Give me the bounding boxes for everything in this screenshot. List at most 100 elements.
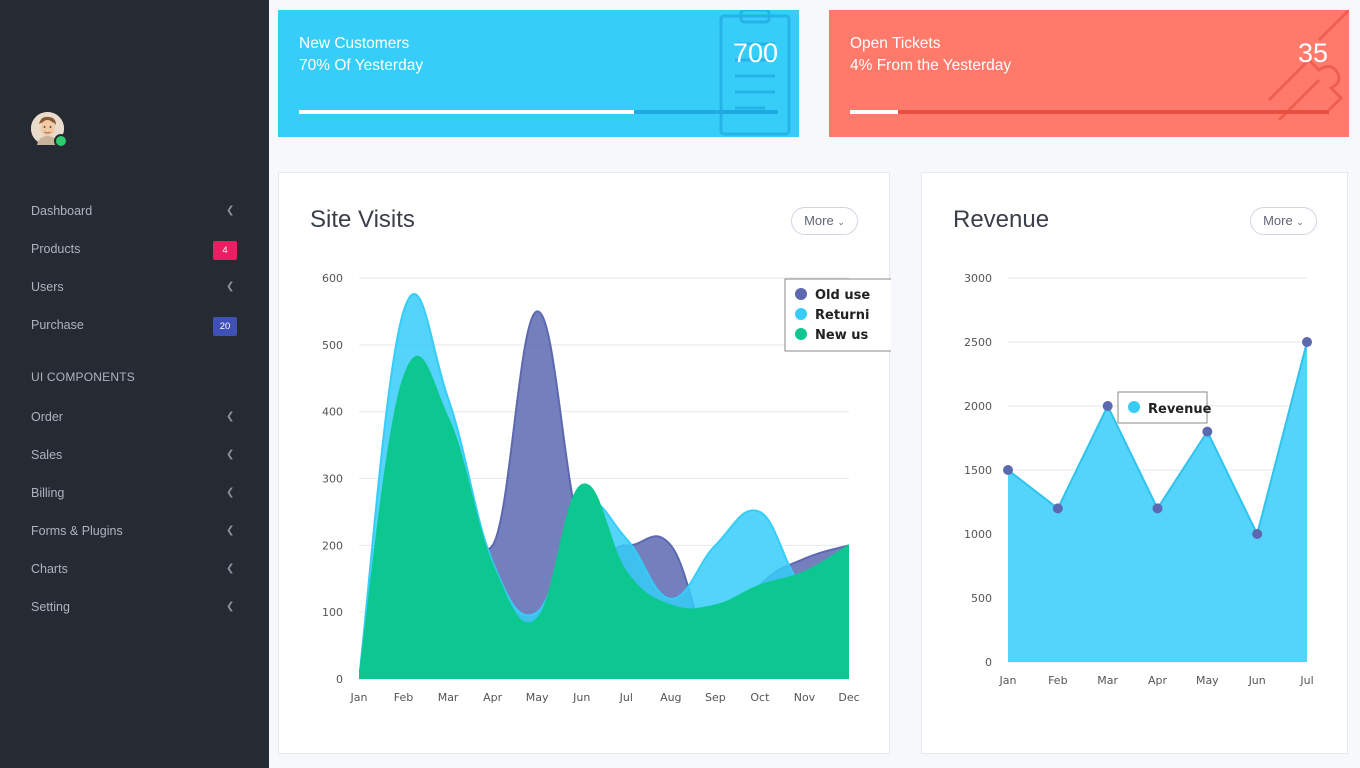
chevron-left-icon: ❮ xyxy=(226,281,235,292)
chevron-left-icon: ❮ xyxy=(226,563,235,574)
sidebar-item-label: Purchase xyxy=(31,318,84,332)
sidebar-item-label: Sales xyxy=(31,448,63,462)
stat-title: New Customers xyxy=(299,35,410,52)
stat-progress-track xyxy=(850,110,1329,114)
sidebar-item-billing[interactable]: Billing ❮ xyxy=(0,474,269,512)
sidebar-item-label: Dashboard xyxy=(31,204,93,218)
user-avatar[interactable] xyxy=(31,112,68,148)
sidebar-item-label: Order xyxy=(31,410,63,424)
revenue-point xyxy=(1102,401,1113,411)
section-label-ui-components: UI COMPONENTS xyxy=(31,370,135,384)
x-tick-label: Jan xyxy=(350,691,368,704)
x-tick-label: Feb xyxy=(394,691,413,704)
x-tick-label: Jul xyxy=(619,691,633,704)
y-tick-label: 1000 xyxy=(964,528,992,541)
y-tick-label: 500 xyxy=(971,592,992,605)
legend-marker xyxy=(795,328,807,340)
products-count-badge: 4 xyxy=(213,241,237,260)
sidebar-nav: Dashboard ❮ Products 4 Users ❮ Purchase … xyxy=(0,192,269,626)
sidebar-item-dashboard[interactable]: Dashboard ❮ xyxy=(0,192,269,230)
sidebar-item-label: Users xyxy=(31,280,64,294)
y-tick-label: 400 xyxy=(322,406,343,419)
sidebar-item-charts[interactable]: Charts ❮ xyxy=(0,550,269,588)
purchase-count-badge: 20 xyxy=(213,317,237,336)
sidebar-item-products[interactable]: Products 4 xyxy=(0,230,269,268)
y-tick-label: 0 xyxy=(985,656,992,669)
x-tick-label: Feb xyxy=(1048,674,1067,687)
legend-label: Old use xyxy=(815,288,870,303)
x-tick-label: Apr xyxy=(483,691,503,704)
revenue-chart: 0 500 1000 1500 2000 2500 3000 Jan Feb Mar Apr May J… xyxy=(964,272,1314,687)
chevron-down-icon: ⌄ xyxy=(837,217,845,227)
revenue-point xyxy=(1252,529,1263,539)
legend-label: Revenue xyxy=(1148,402,1212,417)
y-tick-label: 100 xyxy=(322,606,343,619)
sidebar-item-purchase[interactable]: Purchase 20 xyxy=(0,306,269,344)
chart-legend: Revenue xyxy=(1117,391,1212,424)
panel-title: Site Visits xyxy=(310,206,415,233)
chevron-left-icon: ❮ xyxy=(226,601,235,612)
legend-marker xyxy=(1128,401,1140,413)
chart-legend: Old use Returni New us xyxy=(784,278,891,352)
revenue-point xyxy=(1052,503,1063,514)
revenue-more-button[interactable]: More ⌄ xyxy=(1250,207,1317,235)
x-tick-label: Apr xyxy=(1148,674,1168,687)
sidebar-item-users[interactable]: Users ❮ xyxy=(0,268,269,306)
sidebar-item-label: Forms & Plugins xyxy=(31,524,123,538)
sidebar-item-setting[interactable]: Setting ❮ xyxy=(0,588,269,626)
x-tick-label: Aug xyxy=(660,691,681,704)
sidebar-item-sales[interactable]: Sales ❮ xyxy=(0,436,269,474)
y-tick-label: 3000 xyxy=(964,272,992,285)
revenue-panel: Revenue More ⌄ 0 500 1000 1500 2000 2500 3000 J… xyxy=(921,172,1348,754)
legend-marker xyxy=(795,288,807,300)
x-tick-label: May xyxy=(526,691,549,704)
x-tick-label: Oct xyxy=(750,691,770,704)
y-tick-label: 600 xyxy=(322,272,343,285)
stat-progress-track xyxy=(299,110,778,114)
chevron-left-icon: ❮ xyxy=(226,449,235,460)
y-tick-label: 2000 xyxy=(964,400,992,413)
y-tick-label: 300 xyxy=(322,473,343,486)
x-tick-label: Jun xyxy=(1248,674,1266,687)
more-label: More xyxy=(1263,213,1293,228)
y-tick-label: 1500 xyxy=(964,464,992,477)
chevron-left-icon: ❮ xyxy=(226,205,235,216)
site-visits-more-button[interactable]: More ⌄ xyxy=(791,207,858,235)
sidebar-item-label: Billing xyxy=(31,486,65,500)
y-tick-label: 500 xyxy=(322,339,343,352)
sidebar-item-forms-plugins[interactable]: Forms & Plugins ❮ xyxy=(0,512,269,550)
stat-value: 35 xyxy=(1297,38,1328,68)
sidebar-item-order[interactable]: Order ❮ xyxy=(0,398,269,436)
chevron-left-icon: ❮ xyxy=(226,525,235,536)
x-tick-label: Mar xyxy=(1097,674,1118,687)
more-label: More xyxy=(804,213,834,228)
chevron-down-icon: ⌄ xyxy=(1296,217,1304,227)
avatar-face-icon xyxy=(31,112,64,145)
x-tick-label: Mar xyxy=(438,691,459,704)
y-tick-label: 2500 xyxy=(964,336,992,349)
y-tick-label: 200 xyxy=(322,539,343,552)
stat-subtitle: 70% Of Yesterday xyxy=(299,57,424,74)
y-tick-label: 0 xyxy=(336,673,343,686)
online-status-icon xyxy=(54,134,68,148)
x-tick-label: Sep xyxy=(705,691,726,704)
new-customers-card: New Customers 70% Of Yesterday 700 xyxy=(278,10,799,137)
stat-progress-fill xyxy=(850,110,898,114)
x-tick-label: Jul xyxy=(1299,674,1313,687)
sidebar-item-label: Products xyxy=(31,242,81,256)
revenue-point xyxy=(1152,503,1163,514)
clipboard-icon xyxy=(719,10,791,136)
x-tick-label: Jun xyxy=(572,691,590,704)
sidebar-item-label: Charts xyxy=(31,562,68,576)
stat-title: Open Tickets xyxy=(850,35,941,52)
series-line-new-users xyxy=(359,355,849,679)
revenue-point xyxy=(1003,465,1013,475)
site-visits-chart: 0 100 200 300 400 500 600 Jan Feb Mar Apr May Jun Jul… xyxy=(322,272,891,704)
legend-label: New us xyxy=(815,328,868,343)
legend-marker xyxy=(795,308,807,320)
x-tick-label: Nov xyxy=(794,691,816,704)
revenue-point xyxy=(1302,337,1312,347)
open-tickets-card: Open Tickets 4% From the Yesterday 35 xyxy=(829,10,1349,137)
revenue-area xyxy=(1008,342,1307,662)
sidebar: Dashboard ❮ Products 4 Users ❮ Purchase … xyxy=(0,0,269,768)
